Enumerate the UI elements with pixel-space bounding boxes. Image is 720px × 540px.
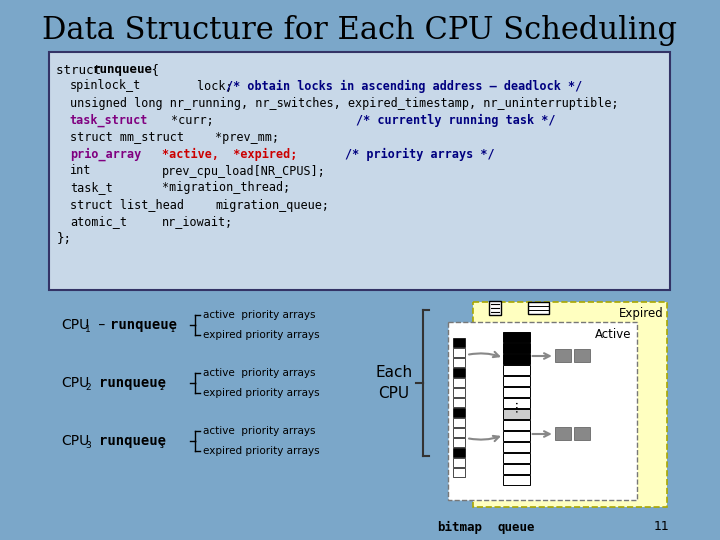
Text: /* priority arrays */: /* priority arrays */ <box>345 147 495 160</box>
Bar <box>453 398 465 407</box>
Text: expired priority arrays: expired priority arrays <box>203 446 320 456</box>
Bar <box>503 354 530 364</box>
Text: expired priority arrays: expired priority arrays <box>203 330 320 340</box>
Text: lock;: lock; <box>197 79 240 92</box>
Bar <box>503 332 530 342</box>
Text: Data Structure for Each CPU Scheduling: Data Structure for Each CPU Scheduling <box>42 15 678 45</box>
Bar <box>503 420 530 430</box>
Bar <box>453 458 465 467</box>
Bar <box>453 468 465 477</box>
Text: *active,  *expired;: *active, *expired; <box>162 147 297 160</box>
Text: ₃: ₃ <box>160 441 164 449</box>
Text: struct mm_struct: struct mm_struct <box>70 131 184 144</box>
Text: CPU: CPU <box>60 376 89 390</box>
Bar <box>453 388 465 397</box>
Bar <box>453 438 465 447</box>
Text: 11: 11 <box>653 521 669 534</box>
Text: nr_iowait;: nr_iowait; <box>162 215 233 228</box>
Text: runqueue: runqueue <box>99 434 166 448</box>
Text: /* currently running task */: /* currently running task */ <box>356 113 555 126</box>
Bar <box>503 475 530 485</box>
Text: Each
CPU: Each CPU <box>375 365 413 401</box>
Text: task_struct: task_struct <box>70 113 148 127</box>
Text: ₂: ₂ <box>160 382 164 392</box>
Bar <box>503 398 530 408</box>
Text: prio_array: prio_array <box>70 147 141 161</box>
Bar <box>453 348 465 357</box>
Text: 2: 2 <box>85 382 91 392</box>
Text: unsigned long nr_running, nr_switches, expired_timestamp, nr_uninterruptible;: unsigned long nr_running, nr_switches, e… <box>70 97 618 110</box>
Text: runqueue: runqueue <box>92 64 152 77</box>
Text: *curr;: *curr; <box>171 113 213 126</box>
Text: prev_cpu_load[NR_CPUS];: prev_cpu_load[NR_CPUS]; <box>162 165 325 178</box>
Bar <box>503 365 530 375</box>
Text: active  priority arrays: active priority arrays <box>203 426 315 436</box>
Text: struct: struct <box>56 64 109 77</box>
Bar <box>503 387 530 397</box>
FancyBboxPatch shape <box>472 302 667 507</box>
Text: active  priority arrays: active priority arrays <box>203 368 315 378</box>
Bar <box>453 428 465 437</box>
Text: active  priority arrays: active priority arrays <box>203 310 315 320</box>
Bar <box>453 448 465 457</box>
Bar <box>503 376 530 386</box>
Text: runqueue: runqueue <box>99 376 166 390</box>
Bar <box>503 431 530 441</box>
Bar <box>453 368 465 377</box>
Text: struct list_head: struct list_head <box>70 199 184 212</box>
Bar <box>453 358 465 367</box>
Bar <box>453 338 465 347</box>
FancyBboxPatch shape <box>448 322 637 500</box>
Text: Active: Active <box>595 327 631 341</box>
Bar <box>554 349 571 362</box>
Bar <box>503 453 530 463</box>
Text: };: }; <box>56 233 71 246</box>
Bar <box>503 464 530 474</box>
Text: *prev_mm;: *prev_mm; <box>215 131 279 144</box>
Text: atomic_t: atomic_t <box>70 215 127 228</box>
Text: migration_queue;: migration_queue; <box>215 199 329 212</box>
Bar <box>453 408 465 417</box>
Bar <box>503 409 530 419</box>
Bar <box>554 427 571 440</box>
Text: *migration_thread;: *migration_thread; <box>162 181 290 194</box>
Text: Expired: Expired <box>619 307 664 321</box>
Text: 3: 3 <box>85 441 91 449</box>
Text: task_t: task_t <box>70 181 112 194</box>
Text: CPU: CPU <box>60 318 89 332</box>
Bar <box>453 378 465 387</box>
Bar <box>503 442 530 452</box>
Text: /* obtain locks in ascending address – deadlock */: /* obtain locks in ascending address – d… <box>226 79 582 92</box>
Bar <box>575 349 590 362</box>
Bar <box>575 427 590 440</box>
Text: bitmap: bitmap <box>436 521 482 534</box>
Text: –: – <box>94 318 109 332</box>
Text: CPU: CPU <box>60 434 89 448</box>
Text: int: int <box>70 165 91 178</box>
Text: expired priority arrays: expired priority arrays <box>203 388 320 398</box>
Bar <box>528 302 549 314</box>
Text: 1: 1 <box>85 325 91 334</box>
Text: runqueue: runqueue <box>110 318 177 332</box>
Bar <box>490 301 501 315</box>
Text: queue: queue <box>498 521 535 534</box>
Text: spinlock_t: spinlock_t <box>70 79 141 92</box>
FancyBboxPatch shape <box>49 52 670 290</box>
Bar <box>503 343 530 353</box>
Bar <box>453 418 465 427</box>
Text: ⋯: ⋯ <box>510 400 523 412</box>
Text: {: { <box>144 64 159 77</box>
Text: ₁: ₁ <box>171 325 174 334</box>
